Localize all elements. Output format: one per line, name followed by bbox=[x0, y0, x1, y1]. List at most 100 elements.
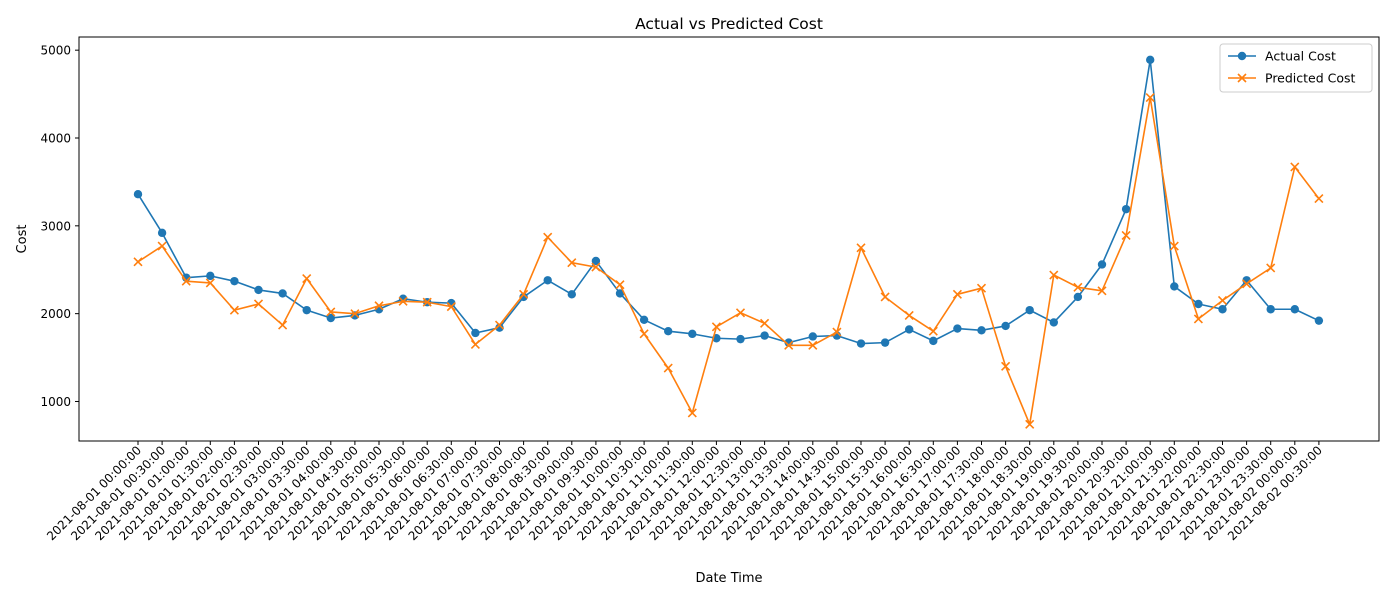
data-point bbox=[615, 289, 625, 298]
data-point bbox=[711, 322, 721, 332]
data-point bbox=[639, 315, 649, 324]
data-point bbox=[591, 256, 601, 266]
data-point bbox=[1193, 314, 1203, 324]
data-point bbox=[952, 289, 962, 299]
data-point bbox=[688, 329, 697, 339]
data-point bbox=[953, 324, 962, 333]
data-point bbox=[374, 301, 384, 311]
data-point bbox=[976, 283, 987, 293]
series-layer bbox=[133, 55, 1324, 429]
data-point bbox=[1025, 305, 1034, 315]
data-point bbox=[398, 296, 408, 306]
data-point bbox=[735, 308, 746, 318]
data-point bbox=[471, 328, 480, 338]
data-point bbox=[1242, 279, 1252, 289]
data-point bbox=[1170, 282, 1179, 291]
data-point bbox=[832, 327, 842, 337]
data-point bbox=[1290, 162, 1300, 172]
data-point bbox=[206, 271, 215, 281]
data-point bbox=[784, 340, 794, 350]
data-point bbox=[157, 228, 167, 238]
series-predicted-cost bbox=[133, 93, 1324, 429]
y-tick-label: 5000 bbox=[40, 44, 71, 58]
data-point bbox=[470, 339, 480, 349]
y-tick-label: 4000 bbox=[40, 132, 71, 146]
data-point bbox=[1049, 318, 1059, 327]
data-point bbox=[543, 276, 552, 285]
data-point bbox=[760, 331, 769, 340]
data-point bbox=[929, 336, 938, 346]
data-point bbox=[278, 320, 288, 330]
data-point bbox=[278, 289, 287, 298]
data-point bbox=[1025, 419, 1035, 429]
data-point bbox=[543, 232, 553, 242]
data-point bbox=[1145, 93, 1155, 103]
data-point bbox=[229, 305, 239, 315]
data-point bbox=[181, 276, 191, 286]
data-point bbox=[446, 302, 456, 312]
data-point bbox=[905, 325, 914, 334]
data-point bbox=[422, 297, 432, 307]
plot-frame bbox=[78, 36, 1380, 442]
data-point bbox=[808, 340, 818, 350]
data-point bbox=[1049, 270, 1059, 280]
y-tick-label: 1000 bbox=[40, 395, 71, 409]
y-axis: 1000 2000 3000 4000 5000 bbox=[40, 44, 79, 409]
data-point bbox=[133, 257, 143, 267]
data-point bbox=[1290, 305, 1300, 314]
data-point bbox=[157, 241, 167, 251]
data-point bbox=[736, 334, 745, 344]
data-point bbox=[928, 326, 938, 336]
data-point bbox=[567, 258, 577, 268]
data-point bbox=[687, 408, 697, 418]
data-point bbox=[1217, 295, 1228, 306]
data-point bbox=[1169, 241, 1179, 251]
data-point bbox=[326, 313, 335, 323]
y-tick-label: 3000 bbox=[40, 219, 71, 233]
chart-title: Actual vs Predicted Cost bbox=[635, 15, 823, 33]
data-point bbox=[1121, 204, 1131, 214]
data-point bbox=[760, 318, 770, 328]
data-point bbox=[1097, 286, 1107, 296]
data-point bbox=[1314, 194, 1324, 204]
legend-box bbox=[1219, 43, 1373, 93]
data-point bbox=[1001, 321, 1010, 331]
data-point bbox=[977, 326, 986, 335]
legend-label: Predicted Cost bbox=[1265, 71, 1356, 86]
data-point bbox=[1001, 361, 1011, 371]
data-point bbox=[326, 307, 336, 317]
data-point bbox=[205, 278, 215, 288]
data-point bbox=[591, 262, 601, 272]
data-point bbox=[1314, 316, 1324, 325]
data-point bbox=[1097, 260, 1107, 269]
data-point bbox=[1121, 230, 1131, 241]
data-point bbox=[494, 320, 505, 330]
data-point bbox=[253, 299, 264, 309]
data-point bbox=[519, 289, 529, 299]
data-point bbox=[495, 323, 504, 332]
legend-marker bbox=[1237, 73, 1247, 83]
data-point bbox=[1266, 263, 1276, 273]
y-axis-label: Cost bbox=[15, 225, 30, 254]
legend-entry: Predicted Cost bbox=[1228, 71, 1356, 86]
data-point bbox=[302, 305, 311, 315]
data-point bbox=[1073, 282, 1083, 292]
data-point bbox=[230, 276, 239, 286]
data-point bbox=[519, 292, 528, 302]
legend-entry: Actual Cost bbox=[1228, 49, 1336, 64]
y-tick-label: 2000 bbox=[40, 307, 71, 321]
data-point bbox=[254, 285, 263, 295]
data-point bbox=[808, 332, 817, 341]
data-point bbox=[664, 327, 673, 336]
data-point bbox=[856, 243, 866, 253]
data-point bbox=[350, 309, 360, 319]
data-point bbox=[856, 339, 866, 348]
legend-marker bbox=[1237, 51, 1247, 61]
data-point bbox=[133, 190, 143, 199]
data-point bbox=[904, 310, 914, 320]
data-point bbox=[567, 290, 576, 299]
data-point bbox=[302, 273, 312, 284]
data-point bbox=[1218, 305, 1227, 314]
